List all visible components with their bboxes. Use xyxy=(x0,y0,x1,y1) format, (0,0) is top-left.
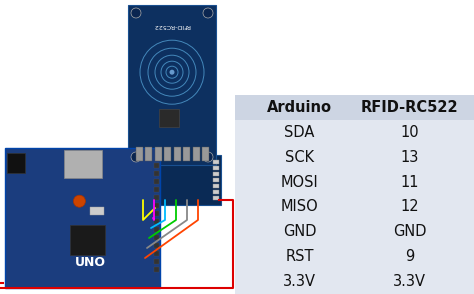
Text: 13: 13 xyxy=(400,150,419,165)
Circle shape xyxy=(203,152,213,162)
Bar xyxy=(154,211,159,216)
Bar xyxy=(123,155,221,205)
Bar xyxy=(213,178,219,182)
Circle shape xyxy=(131,8,141,18)
Bar xyxy=(213,190,219,194)
Bar xyxy=(213,172,219,176)
Text: RST: RST xyxy=(285,249,314,264)
Bar xyxy=(155,147,162,161)
Bar xyxy=(154,179,159,184)
Bar xyxy=(5,148,160,288)
Bar xyxy=(235,120,474,145)
Circle shape xyxy=(73,195,85,207)
Bar xyxy=(213,184,219,188)
Bar xyxy=(174,147,181,161)
Text: UNO: UNO xyxy=(75,256,106,269)
Bar xyxy=(70,225,105,255)
Bar xyxy=(154,203,159,208)
Bar xyxy=(159,109,179,127)
Bar xyxy=(235,244,474,269)
Bar xyxy=(136,147,143,161)
Text: MISO: MISO xyxy=(281,199,319,214)
Text: SCK: SCK xyxy=(285,150,314,165)
Text: 11: 11 xyxy=(400,175,419,190)
Text: GND: GND xyxy=(283,224,316,239)
Bar xyxy=(235,219,474,244)
Bar xyxy=(64,150,102,178)
Bar xyxy=(154,251,159,256)
Bar xyxy=(154,195,159,200)
Bar xyxy=(7,153,25,173)
Bar xyxy=(235,170,474,195)
Bar xyxy=(213,160,219,164)
Text: MOSI: MOSI xyxy=(281,175,319,190)
Bar xyxy=(235,145,474,170)
Text: 10: 10 xyxy=(400,125,419,140)
Bar xyxy=(202,147,210,161)
Bar xyxy=(235,195,474,219)
Bar xyxy=(154,235,159,240)
Bar xyxy=(90,207,104,215)
Bar xyxy=(146,147,153,161)
Bar xyxy=(154,171,159,176)
Text: SDA: SDA xyxy=(284,125,315,140)
Bar xyxy=(154,259,159,264)
Text: RFID-RC522: RFID-RC522 xyxy=(154,23,191,28)
Bar xyxy=(235,269,474,294)
Bar xyxy=(154,243,159,248)
Bar xyxy=(154,187,159,192)
Bar xyxy=(154,267,159,272)
Text: 3.3V: 3.3V xyxy=(283,274,316,289)
Bar xyxy=(154,163,159,168)
Bar xyxy=(183,147,191,161)
Text: 3.3V: 3.3V xyxy=(393,274,426,289)
Circle shape xyxy=(131,152,141,162)
Bar xyxy=(213,196,219,200)
Bar xyxy=(193,147,200,161)
Text: RFID-RC522: RFID-RC522 xyxy=(361,100,458,115)
Circle shape xyxy=(203,8,213,18)
Bar xyxy=(235,95,474,120)
Text: GND: GND xyxy=(393,224,426,239)
Bar xyxy=(128,5,216,165)
Bar xyxy=(154,219,159,224)
Circle shape xyxy=(170,70,174,75)
Text: 9: 9 xyxy=(405,249,414,264)
Bar xyxy=(154,227,159,232)
Bar xyxy=(0,0,235,294)
Text: Arduino: Arduino xyxy=(267,100,332,115)
Bar xyxy=(213,166,219,170)
Bar xyxy=(164,147,172,161)
Text: 12: 12 xyxy=(400,199,419,214)
